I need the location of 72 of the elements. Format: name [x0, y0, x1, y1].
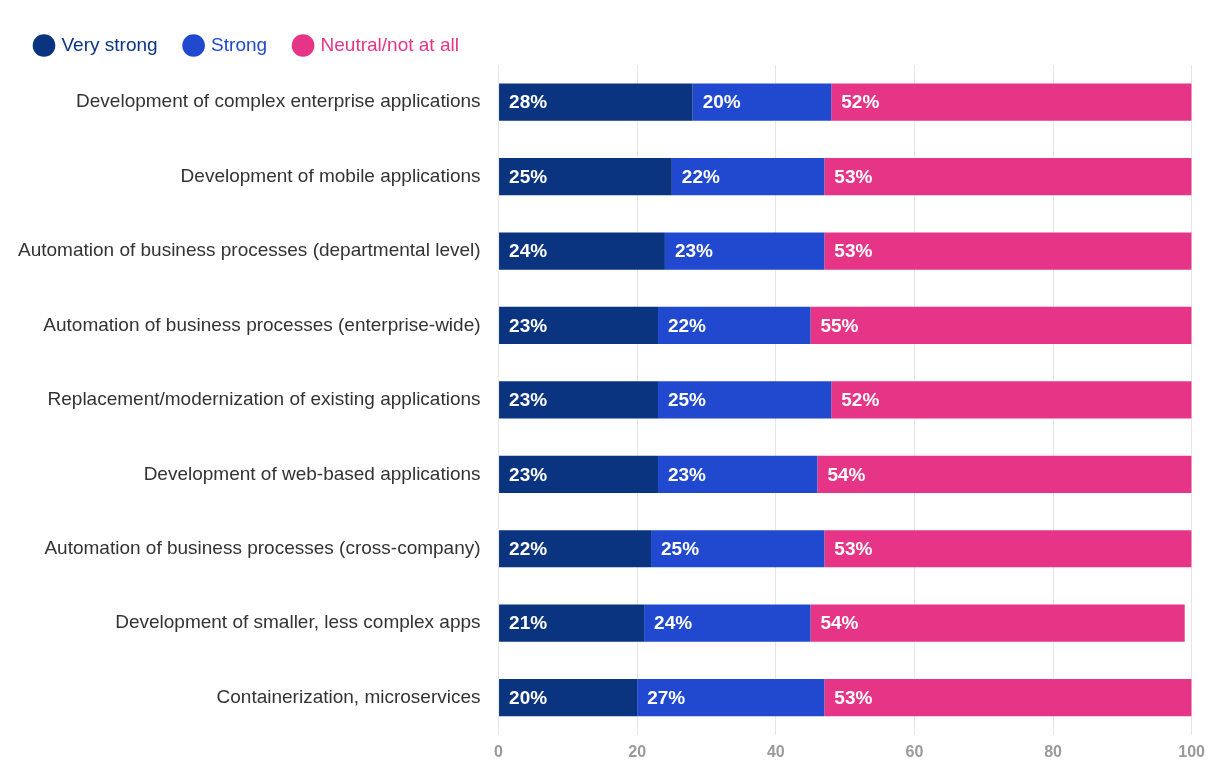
bar	[671, 158, 825, 196]
y-tick-label: Automation of business processes (departmental level)	[17, 239, 481, 261]
data-label: 20%	[509, 686, 548, 708]
bar	[644, 604, 811, 642]
data-label: 25%	[509, 165, 548, 187]
bar	[831, 83, 1192, 121]
x-tick-label: 40	[766, 742, 785, 760]
data-label: 25%	[667, 389, 707, 411]
data-label: 23%	[674, 240, 714, 262]
bar	[657, 455, 818, 493]
bar	[499, 158, 672, 196]
bar	[824, 158, 1192, 196]
y-tick-label: Containerization, microservices	[216, 685, 481, 707]
data-label: 22%	[509, 537, 548, 559]
y-tick-label: Automation of business processes (enterprise-wide)	[43, 313, 481, 335]
bar	[651, 530, 825, 568]
y-tick-label: Automation of business processes (cross-company)	[44, 536, 481, 558]
bar	[824, 232, 1192, 270]
data-label: 53%	[834, 240, 873, 262]
data-label: 54%	[827, 463, 866, 485]
data-label: 23%	[509, 463, 548, 485]
bar	[499, 232, 665, 270]
bar	[499, 306, 658, 345]
bar	[692, 83, 832, 121]
bar	[637, 678, 825, 717]
data-label: 23%	[509, 314, 548, 336]
bar	[824, 678, 1192, 717]
data-label: 23%	[667, 463, 707, 485]
data-label: 52%	[841, 389, 880, 411]
bar	[499, 530, 652, 568]
data-label: 53%	[834, 686, 873, 708]
bar	[831, 381, 1192, 419]
data-label: 22%	[667, 314, 707, 336]
legend-label: Strong	[211, 33, 268, 55]
bar	[824, 530, 1192, 568]
data-label: 22%	[681, 165, 720, 187]
data-label: 24%	[654, 612, 693, 634]
x-tick-label: 60	[905, 742, 924, 760]
bar	[657, 381, 832, 419]
legend-label: Very strong	[61, 33, 158, 55]
bar	[499, 455, 658, 493]
y-tick-label: Replacement/modernization of existing applications	[47, 388, 481, 410]
bar	[499, 604, 645, 642]
bar	[810, 306, 1192, 345]
data-label: 20%	[702, 91, 741, 113]
x-tick-label: 80	[1044, 742, 1063, 760]
data-label: 24%	[509, 240, 548, 262]
y-tick-label: Development of web-based applications	[143, 462, 481, 484]
data-label: 54%	[820, 612, 859, 634]
y-tick-label: Development of mobile applications	[180, 164, 481, 186]
data-label: 21%	[509, 612, 548, 634]
x-tick-label: 0	[494, 742, 504, 760]
x-tick-label: 20	[628, 742, 647, 760]
data-label: 53%	[834, 537, 873, 559]
bar	[817, 455, 1192, 493]
bar	[499, 381, 658, 419]
bar	[499, 678, 638, 717]
bar	[499, 83, 693, 121]
bar	[810, 604, 1185, 642]
y-tick-label: Development of smaller, less complex apps	[115, 611, 481, 633]
data-label: 28%	[509, 91, 548, 113]
legend-label: Neutral/not at all	[320, 33, 459, 55]
data-label: 23%	[509, 389, 548, 411]
x-tick-label: 100	[1178, 742, 1206, 760]
y-tick-label: Development of complex enterprise applications	[76, 90, 481, 112]
data-label: 27%	[647, 686, 686, 708]
bar	[664, 232, 825, 270]
data-label: 25%	[661, 537, 700, 559]
data-label: 55%	[820, 314, 859, 336]
data-label: 52%	[841, 91, 880, 113]
bar	[657, 306, 811, 345]
data-label: 53%	[834, 165, 873, 187]
